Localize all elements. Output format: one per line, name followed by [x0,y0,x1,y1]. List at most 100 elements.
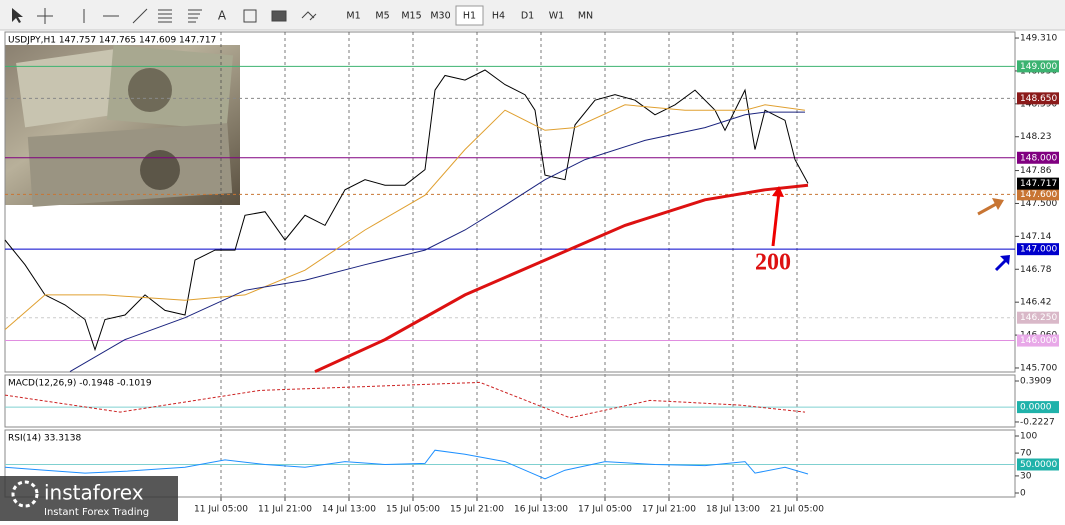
trendline-icon[interactable] [132,8,148,24]
y-tick-label: 149.310 [1020,34,1057,44]
y-tick-label: -0.2227 [1020,417,1055,427]
marker-arrow [977,201,999,216]
pane-frame [4,31,1016,373]
arrows-icon[interactable] [301,11,317,21]
y-tick-label: 148.23 [1020,132,1052,142]
level-box [1017,458,1059,471]
y-tick-label: 100 [1020,431,1037,441]
logo-tagline: Instant Forex Trading [44,507,149,518]
label-icon[interactable] [243,9,257,23]
pane-title: MACD(12,26,9) -0.1948 -0.1019 [8,379,152,389]
timeframe-button[interactable] [485,6,512,25]
pane-frame [4,374,1016,428]
pane-title: RSI(14) 33.3138 [8,434,81,444]
level-label: 0.0000 [1020,403,1052,413]
x-tick-label: 11 Jul 05:00 [194,505,248,515]
timeframe-button[interactable] [340,6,367,25]
level-box [1017,60,1059,73]
series-line [4,381,806,419]
cursor-icon[interactable] [12,8,23,23]
logo-box [0,476,178,521]
timeframe-label[interactable]: D1 [521,11,534,22]
series-line [314,183,809,373]
timeframe-button[interactable] [572,6,599,25]
level-label: 148.650 [1020,94,1057,104]
level-box [1017,243,1059,256]
annotation-arrow [771,191,781,247]
current-price-label: 147.717 [1020,179,1057,189]
pane-frame [4,429,1016,498]
logo-name: instaforex [44,481,144,505]
crosshair-icon[interactable] [37,8,53,24]
marker-arrowhead [992,198,1004,210]
banknote [27,123,233,207]
series-line [4,104,806,330]
y-tick-label: 146.78 [1020,265,1052,275]
timeframe-label[interactable]: M5 [375,11,389,22]
tool-icons [12,8,317,24]
timeframe-button[interactable] [398,6,425,25]
pane-title: USDJPY,H1 147.757 147.765 147.609 147.71… [8,36,216,46]
x-tick-label: 18 Jul 13:00 [706,505,760,515]
level-label: 148.000 [1020,153,1057,163]
fibo-icon[interactable] [188,9,202,23]
current-price-box [1017,177,1059,190]
timeframe-button[interactable] [514,6,541,25]
timeframe-label[interactable]: H4 [492,11,505,22]
level-box [1017,188,1059,201]
level-label: 50.0000 [1020,460,1057,470]
x-tick-label: 14 Jul 13:00 [322,505,376,515]
y-tick-label: 147.14 [1020,232,1052,242]
level-label: 147.600 [1020,190,1057,200]
y-tick-label: 30 [1020,471,1032,481]
timeframe-label[interactable]: M30 [430,11,450,22]
banknote [16,47,135,128]
y-tick-label: 147.86 [1020,166,1052,176]
x-tick-label: 15 Jul 05:00 [386,505,440,515]
x-tick-label: 17 Jul 05:00 [578,505,632,515]
timeframe-label[interactable]: W1 [549,11,564,22]
x-tick-label: 11 Jul 21:00 [258,505,312,515]
marker-arrowhead [1000,255,1010,265]
level-box [1017,151,1059,164]
text-tool[interactable]: A [218,9,227,23]
level-box [1017,92,1059,105]
timeframe-button[interactable] [369,6,396,25]
x-tick-label: 21 Jul 05:00 [770,505,824,515]
marker-arrow [994,258,1008,272]
level-label: 149.000 [1020,62,1057,72]
annotation: 200 [755,250,791,276]
portrait [140,150,180,190]
level-box [1017,311,1059,324]
x-tick-label: 17 Jul 21:00 [642,505,696,515]
x-tick-label: 16 Jul 13:00 [514,505,568,515]
y-tick-label: 146.42 [1020,298,1052,308]
portrait [128,68,172,112]
timeframe-button[interactable] [455,5,484,26]
timeframe-label[interactable]: H1 [463,11,476,22]
y-tick-label: 70 [1020,449,1032,459]
annotation-arrowhead [772,186,784,197]
series-line [69,111,805,373]
level-label: 147.000 [1020,245,1057,255]
y-tick-label: 147.500 [1020,199,1057,209]
x-tick-label: 15 Jul 21:00 [450,505,504,515]
timeframe-button[interactable] [543,6,570,25]
y-tick-label: 145.700 [1020,363,1057,373]
logo-icon [11,480,39,508]
y-tick-label: 0.3909 [1020,377,1052,387]
timeframe-button[interactable] [427,6,454,25]
series-line [4,449,809,480]
channel-icon[interactable] [158,9,172,23]
level-label: 146.250 [1020,313,1057,323]
rect-icon[interactable] [271,10,287,22]
level-box [1017,334,1059,347]
timeframe-label[interactable]: M1 [346,11,360,22]
series-line [4,69,809,352]
timeframe-label[interactable]: MN [578,11,593,22]
level-box [1017,401,1059,414]
level-label: 146.000 [1020,336,1057,346]
timeframe-label[interactable]: M15 [401,11,421,22]
y-tick-label: 0 [1020,489,1026,499]
